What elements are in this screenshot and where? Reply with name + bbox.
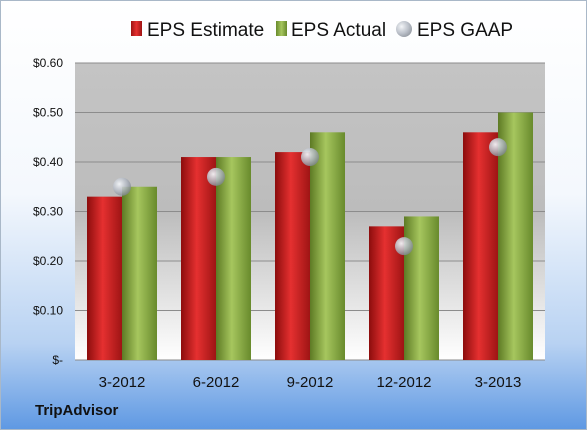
bar-eps-estimate xyxy=(87,196,122,360)
gaap-marker xyxy=(113,177,131,196)
y-tick-label: $0.40 xyxy=(33,155,63,169)
gaap-marker xyxy=(489,138,507,157)
y-tick-label: $0.50 xyxy=(33,106,63,120)
x-category-label: 3-2012 xyxy=(99,374,146,391)
gaap-marker xyxy=(301,148,319,167)
y-axis: $- $0.10 $0.20 $0.30 $0.40 $0.50 $0.60 xyxy=(33,56,63,367)
bar-eps-estimate xyxy=(181,157,216,360)
bar-eps-actual xyxy=(310,132,345,360)
legend-swatch-estimate xyxy=(131,21,142,36)
legend-item-actual: EPS Actual xyxy=(276,20,386,41)
company-name: TripAdvisor xyxy=(35,402,119,419)
x-category-label: 9-2012 xyxy=(287,374,334,391)
y-tick-label: $0.60 xyxy=(33,56,63,70)
x-category-label: 3-2013 xyxy=(475,374,522,391)
x-category-label: 12-2012 xyxy=(376,374,431,391)
bars xyxy=(87,112,533,360)
x-category-label: 6-2012 xyxy=(193,374,240,391)
gaap-markers xyxy=(113,138,507,256)
bar-eps-estimate xyxy=(463,132,498,360)
y-tick-label: $- xyxy=(52,353,63,367)
y-tick-label: $0.10 xyxy=(33,304,63,318)
legend-marker-gaap xyxy=(396,21,412,37)
y-tick-label: $0.30 xyxy=(33,205,63,219)
bar-eps-estimate xyxy=(275,152,310,360)
x-axis: 3-2012 6-2012 9-2012 12-2012 3-2013 xyxy=(99,374,522,391)
legend-label-actual: EPS Actual xyxy=(291,20,386,41)
legend-item-estimate: EPS Estimate xyxy=(131,20,264,41)
legend-swatch-actual xyxy=(276,21,287,36)
legend-item-gaap: EPS GAAP xyxy=(396,20,513,41)
y-tick-label: $0.20 xyxy=(33,254,63,268)
bar-eps-actual xyxy=(404,216,439,360)
legend-label-gaap: EPS GAAP xyxy=(417,20,513,41)
gaap-marker xyxy=(395,237,413,256)
bar-eps-actual xyxy=(122,186,157,360)
bar-eps-actual xyxy=(216,157,251,360)
gaap-marker xyxy=(207,167,225,186)
legend: EPS Estimate EPS Actual EPS GAAP xyxy=(131,20,513,41)
legend-label-estimate: EPS Estimate xyxy=(147,20,264,41)
